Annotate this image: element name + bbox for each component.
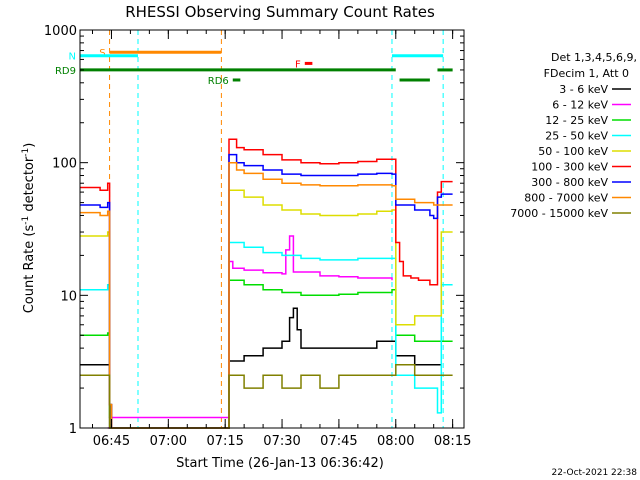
series-line	[80, 138, 453, 429]
legend-entry-label: 6 - 12 keV	[552, 99, 608, 112]
legend-entry-label: 3 - 6 keV	[559, 83, 608, 96]
legend-entries: 3 - 6 keV 6 - 12 keV 12 - 25 keV 25 - 50 ke…	[510, 83, 631, 220]
y-tick-label: 100	[52, 157, 77, 172]
legend-entry-label: 300 - 800 keV	[531, 176, 608, 189]
y-tick-label: 1000	[44, 24, 77, 39]
legend-header-decimation: FDecim 1, Att 0	[544, 67, 629, 80]
series-line	[80, 189, 453, 429]
x-tick-label: 07:15	[206, 434, 243, 449]
flag-bar-label: F	[295, 59, 301, 70]
y-tick-label: 10	[60, 289, 77, 304]
flag-bar-label: RD6	[208, 76, 229, 87]
plot-content: S N F RD9 RD6	[55, 30, 453, 429]
x-tick-label: 07:45	[320, 434, 357, 449]
series-line	[80, 307, 442, 429]
x-axis-label: Start Time (26-Jan-13 06:36:42)	[176, 456, 384, 471]
series-line	[107, 235, 393, 429]
flag-bar-label: N	[69, 52, 76, 63]
legend-entry-label: 25 - 50 keV	[545, 130, 608, 143]
y-axis-label: Count Rate (s-1 detector-1)	[21, 143, 37, 314]
x-tick-label: 08:15	[434, 434, 471, 449]
series-line	[80, 161, 453, 429]
legend-header-detectors: Det 1,3,4,5,6,9,	[551, 51, 637, 64]
series-line	[80, 279, 453, 429]
legend-entry-label: 12 - 25 keV	[545, 114, 608, 127]
chart-title: RHESSI Observing Summary Count Rates	[125, 3, 435, 21]
series-line	[80, 363, 453, 429]
chart-legend: Det 1,3,4,5,6,9, FDecim 1, Att 0 3 - 6 k…	[510, 51, 637, 220]
x-tick-label: 06:45	[93, 434, 130, 449]
x-tick-label: 08:00	[377, 434, 414, 449]
flag-bar-label: RD9	[55, 66, 76, 77]
legend-entry-label: 7000 - 15000 keV	[510, 207, 608, 220]
x-tick-label: 07:30	[263, 434, 300, 449]
x-tick-label: 07:00	[150, 434, 187, 449]
legend-entry-label: 800 - 7000 keV	[524, 192, 608, 205]
plot-frame	[79, 29, 465, 429]
y-tick-label: 1	[69, 422, 77, 437]
generation-timestamp: 22-Oct-2021 22:38	[552, 468, 638, 478]
flag-bar-label: S	[99, 48, 105, 59]
series-line	[80, 153, 453, 429]
legend-entry-label: 100 - 300 keV	[531, 161, 608, 174]
legend-entry-label: 50 - 100 keV	[538, 145, 608, 158]
